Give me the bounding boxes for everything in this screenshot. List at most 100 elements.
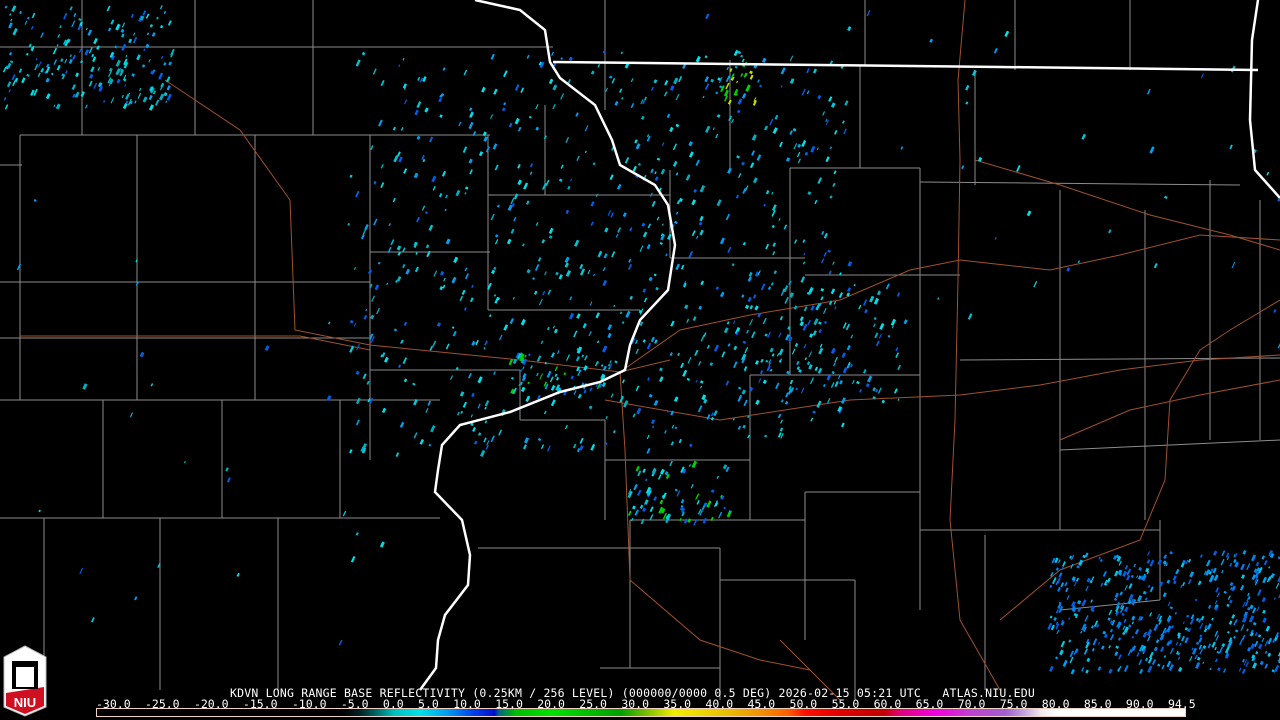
echo-pixel: [1250, 643, 1256, 650]
echo-pixel: [588, 405, 593, 410]
echo-pixel: [338, 639, 343, 646]
echo-pixel: [697, 405, 703, 413]
echo-pixel: [1081, 667, 1085, 672]
echo-pixel: [40, 68, 45, 73]
echo-pixel: [122, 103, 128, 110]
echo-pixel: [119, 25, 121, 28]
echo-pixel: [589, 301, 593, 306]
echo-pixel: [1149, 586, 1154, 593]
echo-pixel: [597, 63, 601, 68]
echo-pixel: [439, 270, 445, 276]
echo-pixel: [349, 319, 354, 324]
echo-pixel: [600, 364, 604, 367]
echo-pixel: [404, 99, 408, 105]
echo-pixel: [823, 232, 828, 239]
echo-pixel: [376, 307, 380, 315]
echo-pixel: [628, 263, 633, 270]
echo-pixel: [828, 300, 833, 306]
echo-pixel: [897, 398, 900, 401]
legend-label: 50.0: [789, 697, 818, 711]
legend-label: 55.0: [831, 697, 860, 711]
echo-pixel: [123, 74, 127, 81]
echo-pixel: [1127, 599, 1132, 605]
echo-pixel: [709, 362, 714, 367]
echo-pixel: [1274, 664, 1280, 673]
echo-pixel: [641, 222, 646, 227]
echo-pixel: [809, 377, 814, 385]
echo-pixel: [792, 127, 797, 132]
echo-pixel: [640, 99, 644, 105]
echo-pixel: [236, 572, 240, 577]
echo-pixel: [769, 118, 774, 126]
echo-pixel: [674, 220, 678, 225]
echo-pixel: [669, 126, 674, 133]
echo-pixel: [547, 445, 551, 452]
echo-pixel: [451, 326, 455, 329]
echo-pixel: [702, 517, 707, 524]
echo-pixel: [635, 465, 640, 472]
echo-pixel: [847, 364, 850, 369]
echo-pixel: [576, 313, 581, 319]
echo-pixel: [656, 157, 661, 161]
echo-pixel: [1221, 550, 1226, 557]
echo-pixel: [1275, 632, 1280, 638]
echo-pixel: [839, 272, 842, 276]
echo-pixel: [666, 410, 670, 413]
echo-pixel: [654, 176, 659, 181]
echo-pixel: [698, 221, 703, 226]
legend-label: 75.0: [999, 697, 1028, 711]
echo-pixel: [635, 385, 640, 392]
echo-pixel: [1049, 615, 1053, 619]
echo-pixel: [894, 388, 898, 394]
echo-pixel: [552, 84, 558, 91]
echo-pixel: [471, 340, 476, 346]
echo-pixel: [642, 100, 646, 105]
echo-pixel: [490, 53, 495, 60]
echo-pixel: [1026, 210, 1032, 217]
echo-pixel: [1100, 582, 1104, 587]
echo-pixel: [123, 78, 127, 82]
echo-pixel: [681, 511, 685, 517]
echo-pixel: [818, 329, 822, 334]
echo-pixel: [642, 507, 647, 512]
echo-pixel: [371, 295, 375, 302]
echo-pixel: [725, 380, 730, 386]
echo-pixel: [1205, 569, 1211, 576]
echo-pixel: [807, 319, 811, 326]
echo-pixel: [737, 109, 741, 114]
echo-pixel: [1166, 625, 1172, 633]
echo-pixel: [799, 321, 805, 327]
echo-pixel: [1189, 571, 1195, 578]
echo-pixel: [465, 273, 469, 280]
echo-pixel: [610, 212, 614, 218]
echo-pixel: [160, 55, 164, 60]
echo-pixel: [1216, 650, 1220, 654]
echo-pixel: [732, 320, 736, 325]
echo-pixel: [485, 146, 490, 153]
echo-pixel: [478, 151, 484, 157]
echo-pixel: [1120, 601, 1125, 609]
echo-pixel: [1137, 615, 1143, 622]
echo-pixel: [557, 350, 560, 354]
echo-pixel: [1070, 563, 1074, 569]
echo-pixel: [484, 420, 488, 424]
echo-pixel: [706, 344, 710, 349]
niu-logo: NIU: [3, 645, 47, 717]
echo-pixel: [552, 103, 556, 110]
echo-pixel: [703, 398, 708, 404]
echo-pixel: [1092, 638, 1098, 646]
echo-pixel: [349, 174, 353, 178]
echo-pixel: [1102, 571, 1107, 577]
echo-pixel: [798, 368, 802, 373]
echo-pixel: [366, 380, 370, 385]
echo-pixel: [806, 68, 810, 74]
echo-pixel: [716, 114, 721, 118]
echo-pixel: [78, 48, 82, 54]
echo-pixel: [1207, 604, 1212, 609]
echo-pixel: [877, 291, 881, 296]
echo-pixel: [444, 208, 447, 212]
echo-pixel: [492, 143, 498, 150]
echo-pixel: [691, 230, 696, 237]
echo-pixel: [1116, 555, 1122, 562]
echo-pixel: [647, 134, 650, 138]
